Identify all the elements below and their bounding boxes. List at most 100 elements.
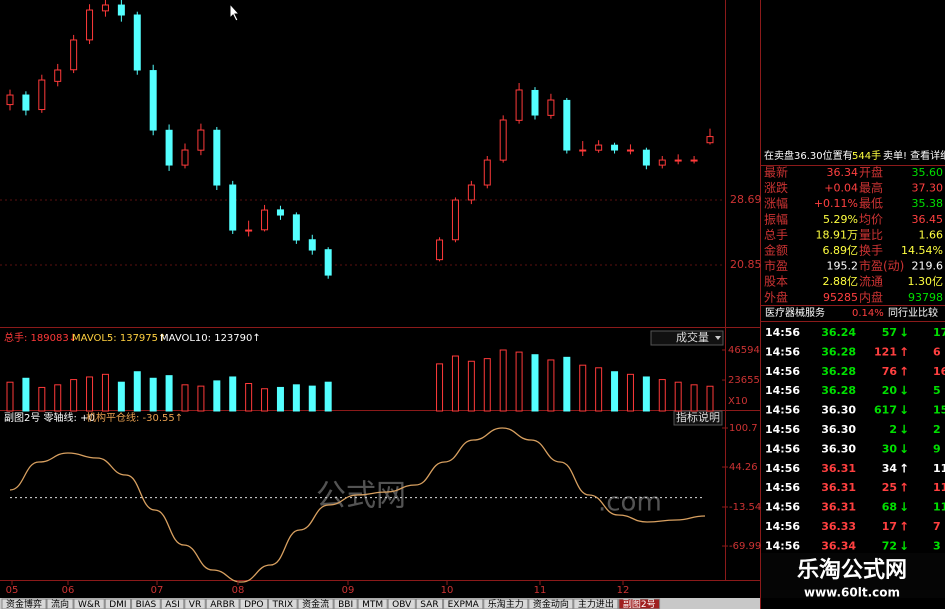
quote-key: 量比 bbox=[859, 228, 883, 242]
volume-bar bbox=[690, 384, 698, 412]
tab-label[interactable]: 主力进出 bbox=[578, 598, 614, 609]
candle-body bbox=[483, 159, 491, 186]
tab[interactable] bbox=[239, 598, 269, 609]
volume-bar bbox=[276, 386, 284, 412]
volume-bar bbox=[579, 364, 587, 412]
quote-key: 市盈 bbox=[764, 258, 788, 273]
tab[interactable] bbox=[573, 598, 619, 609]
sector-name: 医疗器械服务 bbox=[765, 306, 825, 319]
indicator-help-button[interactable] bbox=[673, 410, 723, 426]
tab[interactable] bbox=[357, 598, 388, 609]
tab-label[interactable]: TRIX bbox=[272, 600, 294, 609]
volume-bar bbox=[626, 373, 634, 412]
quote-value: 18.91万 bbox=[816, 228, 859, 241]
trade-count: 11 bbox=[933, 481, 945, 494]
tab-label[interactable]: ASI bbox=[165, 600, 180, 609]
tab[interactable] bbox=[104, 598, 132, 609]
quote-key: 开盘 bbox=[859, 165, 883, 180]
candle-body bbox=[22, 94, 30, 111]
quote-value: 219.6 bbox=[912, 260, 944, 273]
trade-count: 16 bbox=[933, 365, 945, 378]
trade-arrow: ↑ bbox=[899, 461, 909, 475]
trade-count: 2 bbox=[933, 423, 941, 436]
quote-value: 1.66 bbox=[919, 228, 944, 241]
volume-bar bbox=[70, 379, 78, 412]
volume-bar bbox=[611, 371, 619, 412]
candle-body bbox=[6, 94, 14, 106]
trade-time: 14:56 bbox=[765, 520, 800, 533]
tab[interactable] bbox=[618, 598, 661, 609]
tab[interactable] bbox=[528, 598, 574, 609]
tab[interactable] bbox=[443, 598, 484, 609]
tab[interactable] bbox=[333, 598, 358, 609]
volume-bar bbox=[563, 356, 571, 412]
quote-key: 股本 bbox=[764, 275, 788, 289]
tab-label[interactable]: 乐淘主力 bbox=[488, 598, 524, 609]
sector-change: 0.14% bbox=[852, 308, 884, 319]
trade-price: 36.28 bbox=[821, 384, 856, 397]
trade-price: 36.30 bbox=[821, 423, 856, 436]
tab-label[interactable]: 资金动向 bbox=[533, 598, 569, 609]
volume-selector-label[interactable]: 成交量 bbox=[676, 330, 709, 344]
notice[interactable]: 卖单! 查看详细 bbox=[883, 149, 945, 162]
indicator-header: 机构平仓线: -30.55↑ bbox=[86, 411, 183, 424]
sector-compare[interactable]: 同行业比较 bbox=[888, 306, 938, 319]
tab-label[interactable]: 资金流 bbox=[302, 598, 329, 609]
tab[interactable] bbox=[415, 598, 444, 609]
quote-value: 37.30 bbox=[912, 182, 944, 195]
tab-label[interactable]: BIAS bbox=[136, 600, 157, 609]
volume-bar bbox=[308, 385, 316, 412]
quote-value: +0.04 bbox=[824, 182, 858, 195]
tab-label[interactable]: 资金博弈 bbox=[6, 598, 42, 609]
tab-label[interactable]: OBV bbox=[392, 600, 412, 609]
trade-time: 14:56 bbox=[765, 365, 800, 378]
tab-label[interactable]: 流向 bbox=[51, 598, 69, 609]
trade-price: 36.28 bbox=[821, 345, 856, 358]
tab[interactable] bbox=[205, 598, 240, 609]
trade-count: 15 bbox=[933, 404, 945, 417]
volume-bar bbox=[467, 360, 475, 412]
unit-label: X10 bbox=[728, 396, 748, 407]
candle-body bbox=[245, 229, 253, 232]
tab[interactable] bbox=[297, 598, 334, 609]
candle-body bbox=[229, 184, 237, 231]
tab-label[interactable]: 副图2号 bbox=[623, 599, 656, 609]
tab[interactable] bbox=[184, 598, 206, 609]
tab-label[interactable]: DMI bbox=[109, 600, 126, 609]
tab-label[interactable]: EXPMA bbox=[448, 600, 480, 609]
tab-label[interactable]: W&R bbox=[78, 600, 100, 609]
tab[interactable] bbox=[268, 598, 298, 609]
trade-volume: 20 bbox=[882, 384, 898, 397]
tab[interactable] bbox=[1, 598, 47, 609]
candle-body bbox=[467, 184, 475, 201]
tab[interactable] bbox=[387, 598, 416, 609]
trade-count: 9 bbox=[933, 442, 941, 455]
tab[interactable] bbox=[73, 598, 105, 609]
tab-label[interactable]: VR bbox=[189, 600, 201, 609]
candle-body bbox=[213, 129, 221, 186]
volume-bar bbox=[213, 380, 221, 412]
candle-body bbox=[308, 239, 316, 251]
candle-body bbox=[674, 159, 682, 162]
quote-value: +0.11% bbox=[814, 197, 858, 210]
tab-label[interactable]: SAR bbox=[420, 600, 438, 609]
notice: 544手 bbox=[852, 149, 881, 162]
volume-selector[interactable] bbox=[650, 330, 724, 346]
logo-box bbox=[761, 553, 945, 598]
indicator-help-label[interactable]: 指标说明 bbox=[676, 410, 720, 424]
tab-label[interactable]: ARBR bbox=[210, 600, 235, 609]
y-tick-label: -13.54 bbox=[729, 502, 761, 513]
quote-value: 1.30亿 bbox=[908, 275, 944, 288]
tab[interactable] bbox=[483, 598, 529, 609]
tab-label[interactable]: BBI bbox=[338, 600, 353, 609]
tab[interactable] bbox=[160, 598, 185, 609]
volume-bar bbox=[149, 377, 157, 412]
tab-label[interactable]: DPO bbox=[244, 600, 263, 609]
tab-label[interactable]: MTM bbox=[362, 600, 383, 609]
tab[interactable] bbox=[131, 598, 161, 609]
candle-body bbox=[611, 144, 619, 151]
tab[interactable] bbox=[46, 598, 74, 609]
trade-arrow: ↓ bbox=[899, 500, 909, 514]
trade-count: 3 bbox=[933, 539, 941, 552]
volume-bar bbox=[451, 355, 459, 412]
